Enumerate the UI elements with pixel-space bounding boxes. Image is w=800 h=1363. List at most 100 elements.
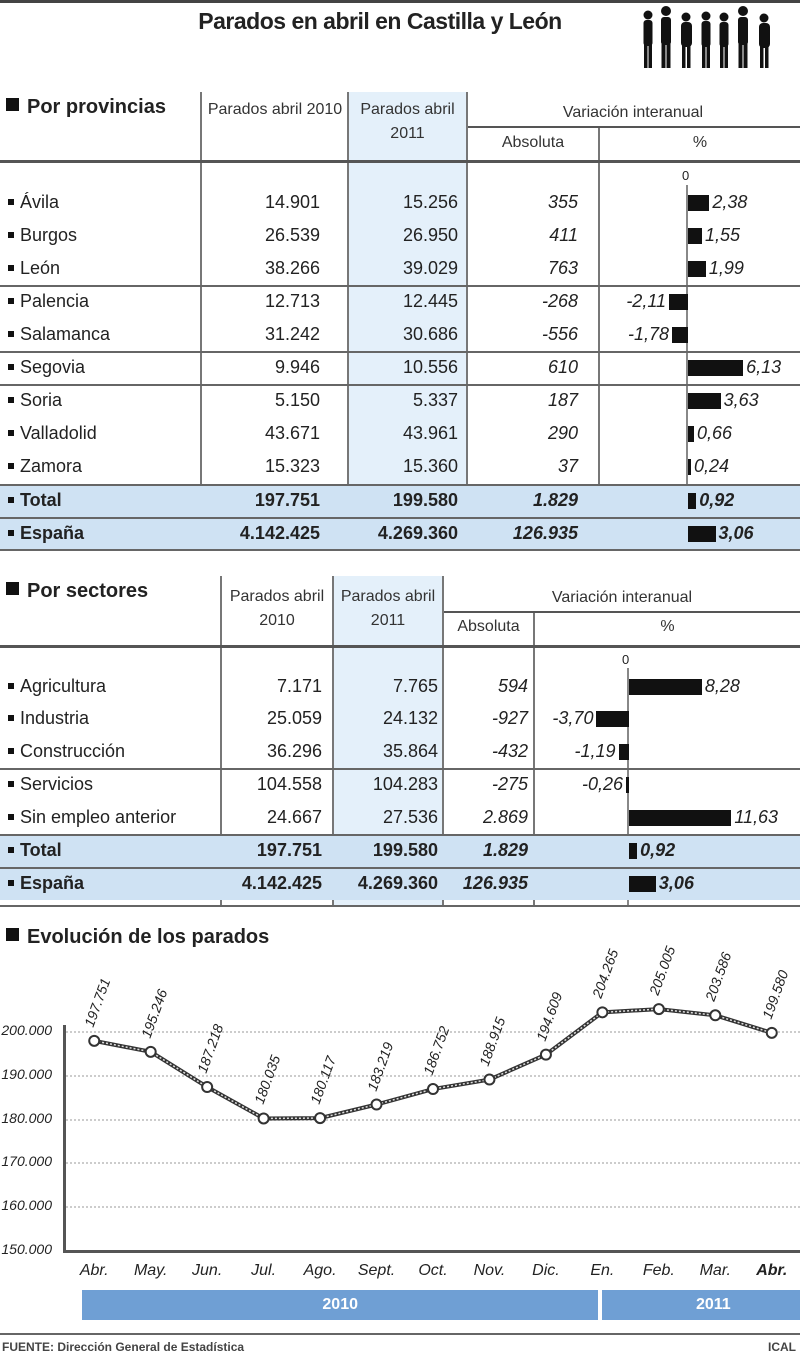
- heading-text: Evolución de los parados: [27, 926, 270, 948]
- pct-bar: [688, 261, 706, 277]
- divider: [466, 92, 468, 549]
- header-2010: Parados abril 2010: [207, 101, 343, 118]
- row-label: España: [20, 523, 85, 543]
- value-2010: 26.539: [264, 225, 320, 245]
- value-absoluta: 126.935: [462, 873, 528, 893]
- value-2011: 12.445: [402, 291, 458, 311]
- value-2011: 199.580: [392, 490, 458, 510]
- divider: [220, 576, 222, 906]
- data-point: [88, 1034, 101, 1047]
- row-label: Total: [20, 840, 62, 860]
- value-absoluta: 290: [547, 423, 578, 443]
- row-divider: [0, 484, 800, 486]
- data-point: [596, 1006, 609, 1019]
- value-2010: 38.266: [264, 258, 320, 278]
- year-band-2010: 2010: [82, 1290, 599, 1320]
- square-bullet-icon: [6, 928, 19, 941]
- pct-bar: [688, 526, 716, 542]
- row-name: Servicios: [8, 768, 93, 801]
- value-absoluta: 594: [497, 676, 528, 696]
- row-name: Segovia: [8, 351, 85, 384]
- value-absoluta: 355: [547, 192, 578, 212]
- bullet-icon: [8, 265, 14, 271]
- row-name: Palencia: [8, 285, 89, 318]
- section-heading: Por sectores: [6, 580, 148, 603]
- pct-bar: [688, 459, 691, 475]
- y-tick-label: 190.000: [1, 1065, 52, 1082]
- value-2011: 26.950: [402, 225, 458, 245]
- data-point: [709, 1009, 722, 1022]
- bullet-icon: [8, 715, 14, 721]
- top-rule: [0, 0, 800, 3]
- value-2011: 30.686: [402, 324, 458, 344]
- row-label: Zamora: [20, 456, 83, 476]
- value-absoluta: 411: [549, 225, 578, 245]
- pct-bar: [629, 810, 732, 826]
- zero-label: 0: [622, 652, 630, 667]
- table-row: Total 197.751 199.580 1.829 0,92: [0, 484, 800, 517]
- header-rule: [0, 645, 800, 648]
- value-2011: 43.961: [402, 423, 458, 443]
- row-divider: [0, 834, 800, 836]
- row-name: Construcción: [8, 735, 125, 768]
- row-name: Total: [8, 484, 62, 517]
- pct-bar: [629, 843, 638, 859]
- table-row: España 4.142.425 4.269.360 126.935 3,06: [0, 517, 800, 550]
- pct-bar: [618, 744, 629, 760]
- pct-label: 1,99: [708, 258, 744, 278]
- data-point: [144, 1045, 157, 1058]
- data-point: [765, 1026, 778, 1039]
- y-tick-label: 170.000: [1, 1153, 52, 1170]
- value-2011: 15.256: [402, 192, 458, 212]
- header-2010: Parados abril 2010: [229, 588, 325, 629]
- row-name: Total: [8, 834, 62, 867]
- header-rule: [0, 160, 800, 163]
- x-tick-label: Mar.: [699, 1262, 731, 1279]
- value-2010: 15.323: [264, 456, 320, 476]
- value-2010: 4.142.425: [239, 523, 320, 543]
- x-tick-label: Sept.: [357, 1262, 396, 1279]
- row-label: Segovia: [20, 357, 86, 377]
- data-point: [257, 1112, 270, 1125]
- row-label: Burgos: [20, 225, 78, 245]
- page-title: Parados en abril en Castilla y León: [198, 8, 562, 34]
- gridline: [66, 1162, 800, 1165]
- divider: [442, 576, 444, 906]
- pct-label: -1,19: [574, 741, 616, 761]
- bullet-icon: [8, 364, 14, 370]
- x-tick-label: Abr.: [79, 1262, 109, 1279]
- table-row: Sin empleo anterior 24.667 27.536 2.869 11,6…: [0, 801, 800, 834]
- header-2011: Parados abril 2011: [340, 588, 436, 629]
- table-row: Salamanca 31.242 30.686 -556 -1,78: [0, 318, 800, 351]
- row-name: España: [8, 517, 84, 550]
- bullet-icon: [8, 497, 14, 503]
- value-absoluta: -556: [541, 324, 578, 344]
- pct-label: 11,63: [734, 807, 779, 827]
- pct-bar: [688, 195, 710, 211]
- divider: [347, 92, 349, 549]
- row-divider: [0, 549, 800, 551]
- pct-label: 3,63: [723, 390, 759, 410]
- value-2010: 9.946: [274, 357, 320, 377]
- gridline: [66, 1206, 800, 1209]
- provincias-table: Por provincias Parados abril 2010 Parado…: [0, 0, 800, 560]
- value-2010: 31.242: [264, 324, 320, 344]
- value-absoluta: 126.935: [512, 523, 578, 543]
- pct-bar: [688, 228, 702, 244]
- row-label: Palencia: [20, 291, 90, 311]
- credit-text: ICAL: [768, 1340, 796, 1354]
- x-tick-label: Oct.: [418, 1262, 448, 1279]
- row-label: Industria: [20, 708, 90, 728]
- pct-label: -0,26: [581, 774, 623, 794]
- bullet-icon: [8, 463, 14, 469]
- x-tick-label: En.: [590, 1262, 615, 1279]
- pct-label: 0,24: [694, 456, 730, 476]
- data-point: [539, 1048, 552, 1061]
- header-variacion: Variación interanual: [562, 104, 704, 121]
- bullet-icon: [8, 683, 14, 689]
- value-absoluta: 37: [557, 456, 578, 476]
- x-tick-label: May.: [133, 1262, 168, 1279]
- header-pct: %: [692, 134, 708, 151]
- y-axis: [63, 1025, 66, 1252]
- row-label: Soria: [20, 390, 63, 410]
